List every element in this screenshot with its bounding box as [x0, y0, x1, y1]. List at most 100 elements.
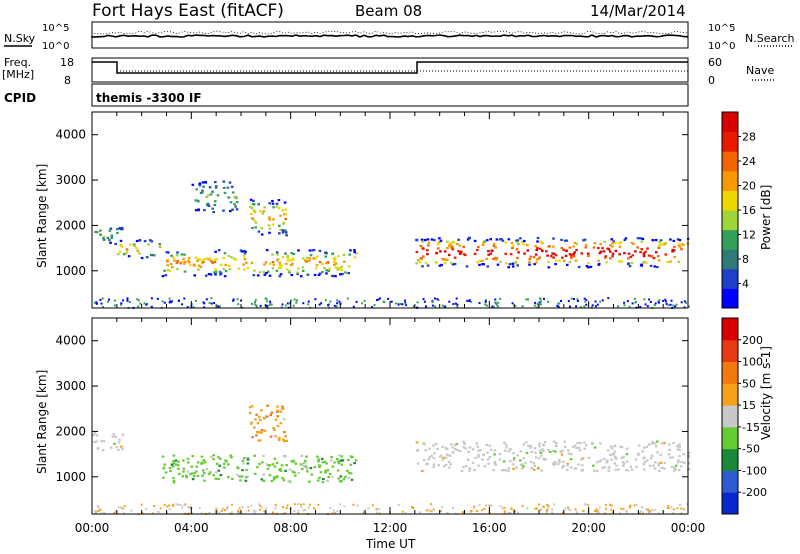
data-cell [313, 273, 317, 277]
data-cell [474, 456, 477, 459]
data-cell [282, 479, 286, 482]
data-cell [651, 442, 655, 445]
data-cell [211, 207, 214, 210]
colorbar-tick-label: 28 [742, 131, 756, 144]
data-cell [650, 255, 654, 258]
data-cell [671, 250, 674, 253]
data-cell [350, 455, 354, 459]
data-cell [476, 445, 480, 448]
data-cell [641, 237, 645, 241]
data-cell [315, 264, 319, 267]
data-cell [534, 507, 537, 510]
data-cell [529, 255, 533, 258]
data-cell [222, 186, 226, 189]
data-cell [678, 455, 681, 458]
data-cell [554, 450, 557, 453]
data-cell [379, 297, 381, 300]
data-cell [304, 259, 307, 262]
data-cell [175, 503, 178, 506]
data-cell [336, 457, 339, 461]
data-cell [451, 240, 454, 244]
data-cell [185, 476, 189, 479]
data-cell [231, 191, 235, 194]
data-cell [260, 431, 264, 434]
data-cell [175, 261, 179, 264]
data-cell [438, 237, 441, 240]
data-cell [297, 267, 300, 270]
data-cell [128, 301, 131, 303]
data-cell [201, 181, 205, 184]
data-cell [233, 195, 236, 198]
data-cell [659, 461, 663, 464]
data-cell [343, 505, 346, 508]
data-cell [219, 474, 223, 477]
data-cell [493, 449, 497, 452]
data-cell [645, 261, 648, 264]
data-cell [168, 508, 171, 511]
data-cell [115, 446, 118, 449]
data-cell [460, 469, 464, 472]
data-cell [611, 453, 615, 456]
data-cell [242, 263, 245, 266]
data-cell [126, 299, 129, 302]
data-cell [376, 299, 378, 302]
data-cell [279, 467, 282, 470]
data-cell [625, 447, 629, 450]
data-cell [452, 241, 456, 244]
data-cell [207, 204, 211, 207]
data-cell [291, 470, 295, 473]
data-cell [658, 301, 660, 304]
data-cell [346, 297, 349, 300]
data-cell [451, 451, 455, 454]
data-cell [425, 509, 428, 512]
data-cell [515, 248, 519, 251]
data-cell [422, 298, 425, 301]
data-cell [444, 456, 448, 459]
data-cell [323, 460, 327, 463]
data-cell [458, 244, 462, 247]
data-cell [264, 511, 267, 514]
data-cell [586, 252, 590, 255]
data-cell [309, 467, 313, 470]
data-cell [267, 464, 270, 467]
data-cell [168, 297, 171, 300]
data-cell [331, 475, 334, 478]
data-cell [194, 256, 198, 259]
data-cell [297, 249, 300, 252]
data-cell [643, 456, 646, 459]
data-cell [301, 468, 304, 471]
power-x-axis-ticks [91, 112, 689, 308]
data-cell [439, 239, 443, 242]
data-cell [297, 509, 300, 512]
data-cell [676, 507, 679, 510]
data-cell [302, 302, 305, 305]
data-cell [478, 302, 481, 305]
data-cell [355, 252, 358, 255]
data-cell [629, 255, 632, 258]
data-cell [262, 270, 266, 274]
data-cell [424, 261, 428, 264]
data-cell [454, 448, 457, 451]
data-cell [419, 244, 423, 247]
data-cell [308, 249, 312, 252]
data-cell [300, 454, 304, 457]
data-cell [581, 457, 585, 460]
data-cell [222, 462, 226, 465]
data-cell [246, 458, 250, 461]
data-cell [119, 239, 123, 242]
data-cell [213, 260, 217, 263]
data-cell [502, 468, 505, 471]
colorbar-segment [722, 151, 738, 172]
data-cell [214, 258, 217, 261]
data-cell [471, 448, 475, 451]
colorbar-segment [722, 249, 738, 270]
data-cell [336, 299, 339, 302]
data-cell [466, 299, 469, 302]
data-cell [609, 257, 612, 260]
data-cell [667, 504, 670, 507]
data-cell [633, 297, 636, 300]
data-cell [151, 253, 155, 257]
data-cell [516, 256, 519, 260]
data-cell [653, 509, 656, 512]
data-cell [552, 252, 556, 255]
